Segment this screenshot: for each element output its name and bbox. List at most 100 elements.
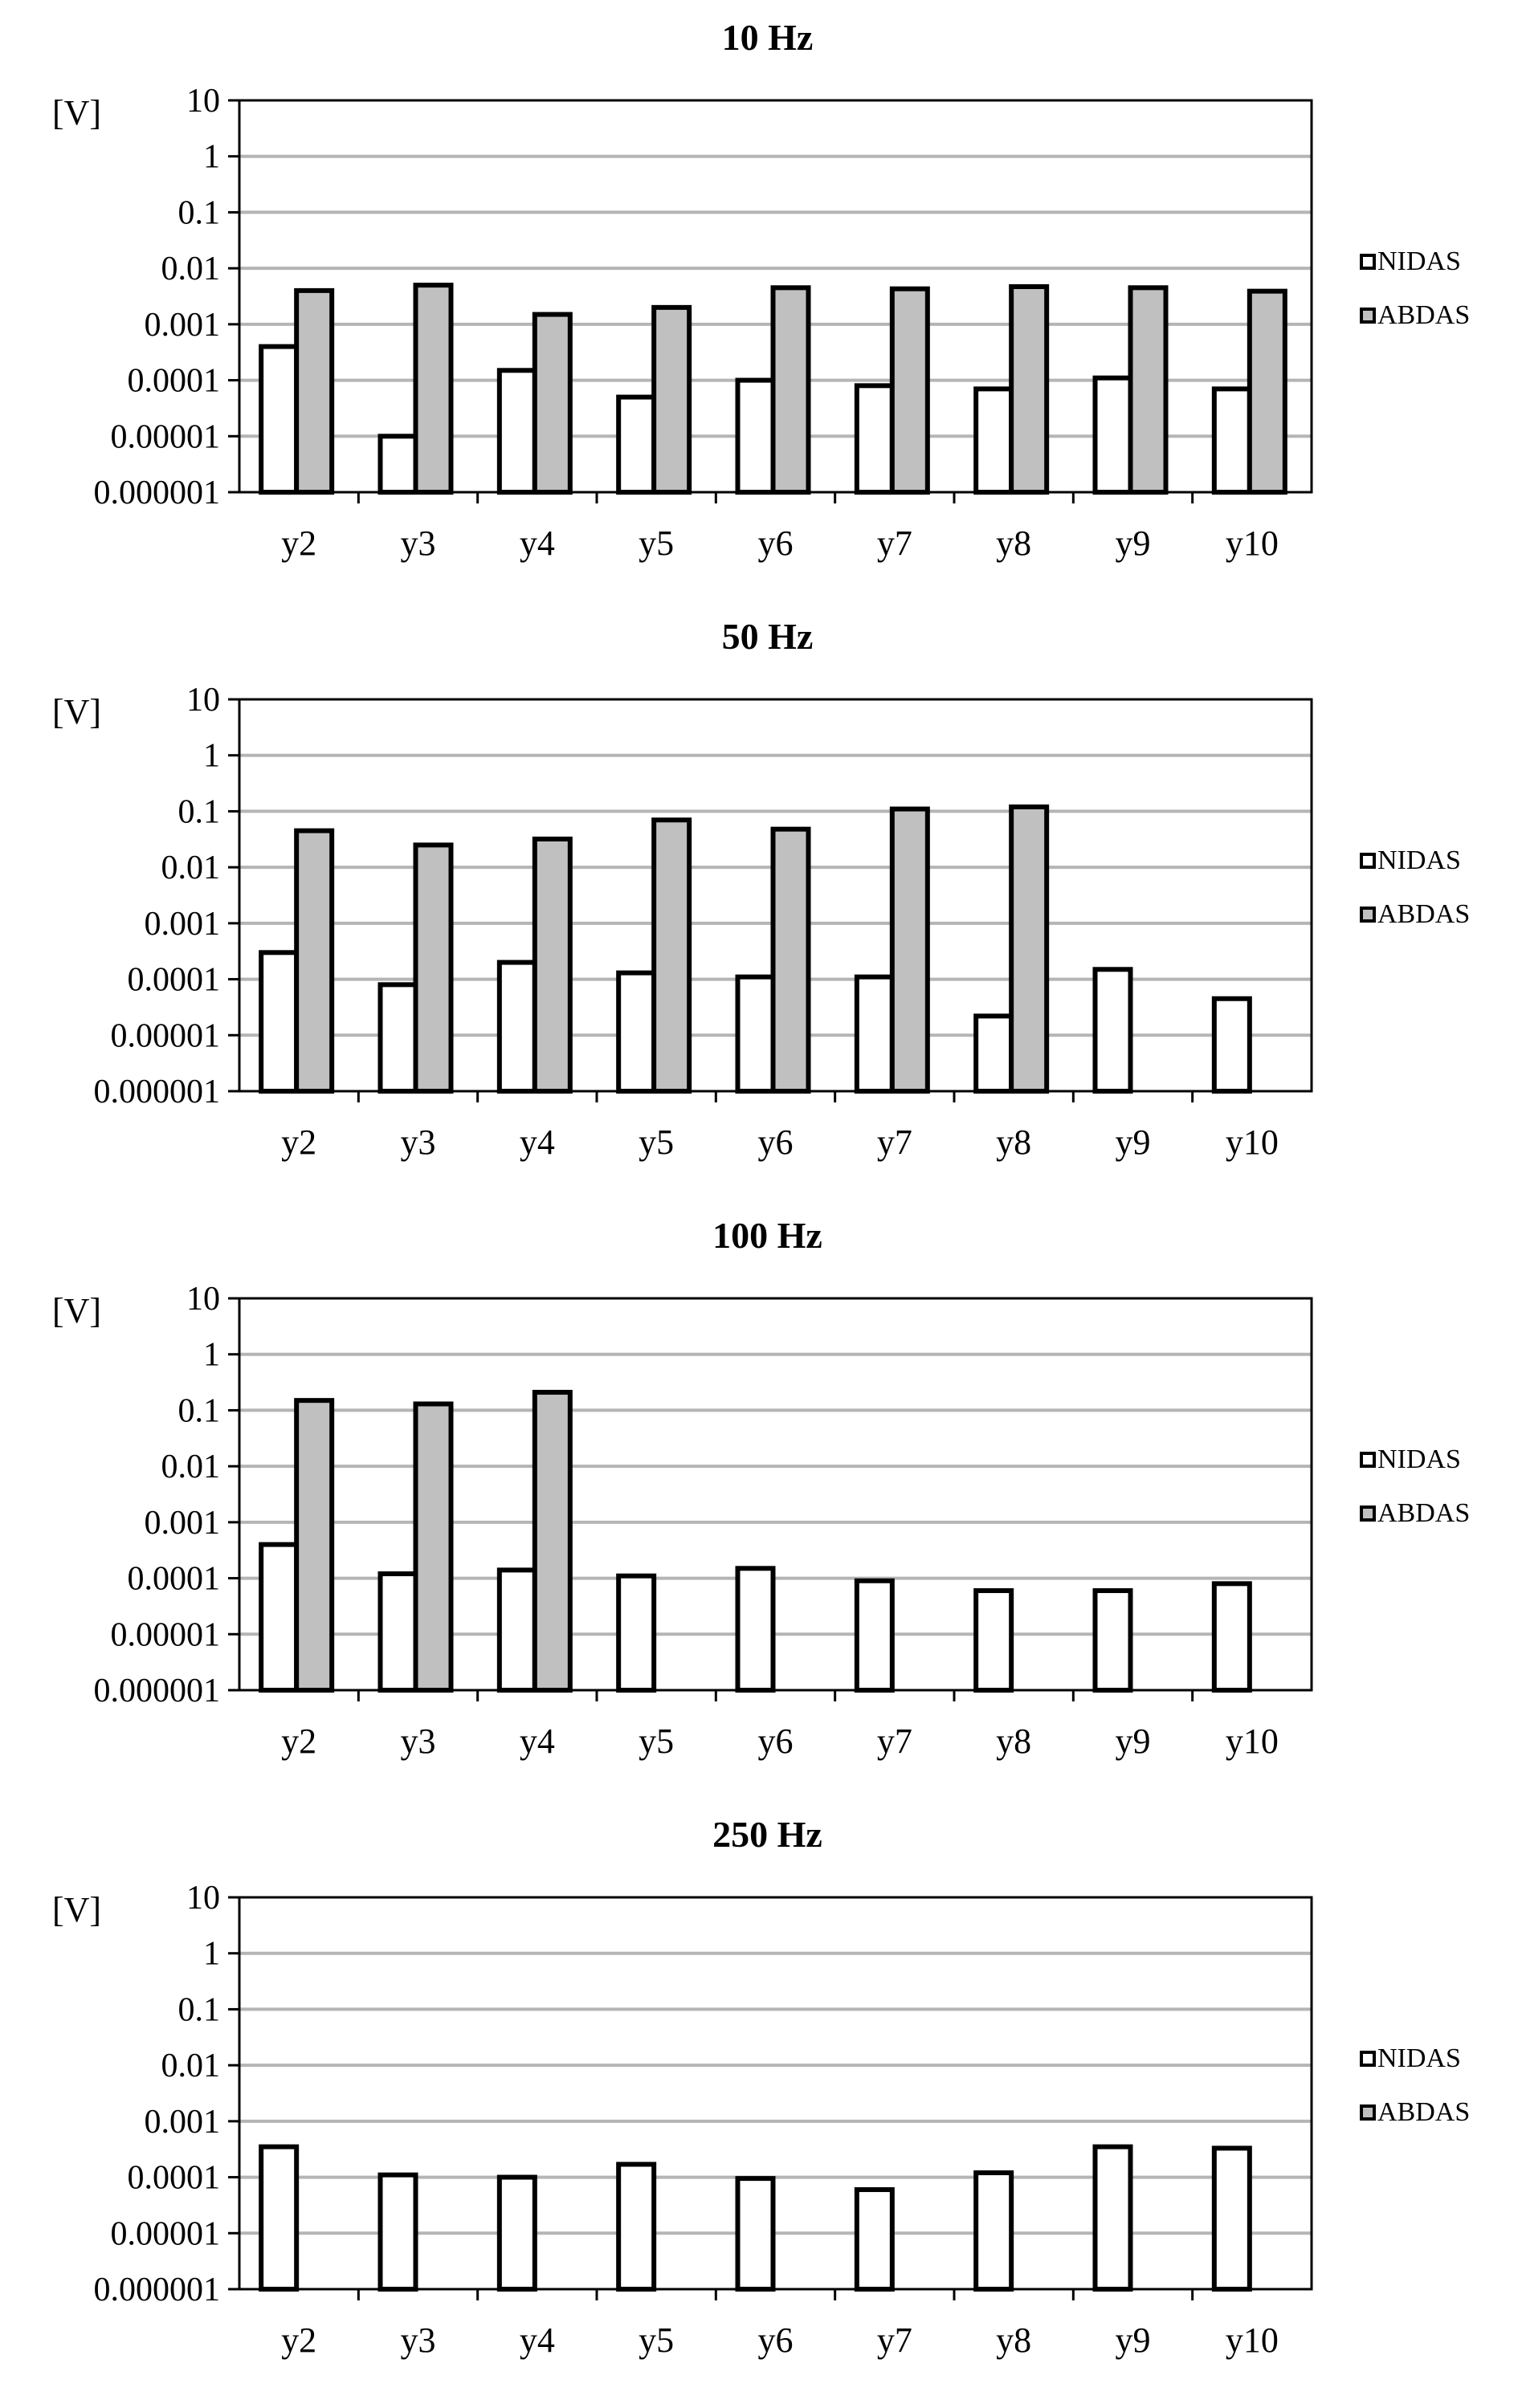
legend-label-abdas: ABDAS bbox=[1377, 300, 1470, 330]
bar-nidas-y7 bbox=[854, 383, 895, 495]
legend-label-nidas: NIDAS bbox=[1377, 2043, 1461, 2073]
bar-nidas-y7 bbox=[854, 974, 895, 1094]
y-tick-label: 0.000001 bbox=[94, 1673, 221, 1709]
x-tick-label: y6 bbox=[758, 524, 794, 563]
bar-abdas-y5 bbox=[651, 817, 692, 1094]
legend-label-nidas: NIDAS bbox=[1377, 845, 1461, 875]
y-tick-label: 0.0001 bbox=[128, 962, 221, 999]
y-tick-label: 0.01 bbox=[161, 251, 221, 287]
bar-nidas-y3 bbox=[377, 434, 418, 495]
bar-abdas-y8 bbox=[1009, 284, 1050, 495]
x-tick-label: y6 bbox=[758, 1123, 794, 1162]
y-tick-label: 0.0001 bbox=[128, 2160, 221, 2197]
x-tick-label: y2 bbox=[281, 2320, 316, 2360]
y-tick-label: 0.01 bbox=[161, 850, 221, 886]
y-axis-label: [V] bbox=[52, 1890, 101, 1929]
bar-nidas-y8 bbox=[973, 1013, 1014, 1094]
bar-nidas-y9 bbox=[1092, 1588, 1133, 1693]
bar-nidas-y2 bbox=[259, 1542, 300, 1693]
y-tick-label: 1 bbox=[203, 139, 220, 176]
x-tick-label: y3 bbox=[401, 2320, 436, 2360]
bar-nidas-y2 bbox=[259, 2144, 300, 2292]
y-tick-label: 10 bbox=[186, 1281, 220, 1318]
chart-title: 100 Hz bbox=[712, 1215, 822, 1256]
y-tick-label: 0.1 bbox=[178, 194, 221, 231]
bar-nidas-y7 bbox=[854, 1578, 895, 1693]
chart-title: 10 Hz bbox=[722, 17, 814, 58]
chart-panel-2: 100 Hz [V] 10 1 0.1 0.01 0.001 0.0001 0.00001 0.0… bbox=[52, 1215, 1470, 1761]
x-tick-label: y5 bbox=[639, 1123, 674, 1162]
bar-nidas-y3 bbox=[377, 1571, 418, 1693]
x-tick-label: y7 bbox=[877, 2320, 912, 2360]
bar-abdas-y6 bbox=[770, 826, 811, 1094]
bar-nidas-y9 bbox=[1092, 967, 1133, 1094]
y-axis-label: [V] bbox=[52, 692, 101, 731]
x-tick-label: y3 bbox=[401, 1123, 436, 1162]
bar-nidas-y7 bbox=[854, 2187, 895, 2292]
bar-nidas-y4 bbox=[496, 2174, 537, 2292]
bar-abdas-y2 bbox=[294, 828, 335, 1094]
legend-swatch-nidas bbox=[1360, 853, 1376, 869]
x-tick-label: y9 bbox=[1116, 2320, 1151, 2360]
y-tick-label: 0.01 bbox=[161, 2047, 221, 2084]
legend-label-abdas: ABDAS bbox=[1377, 899, 1470, 929]
legend-swatch-abdas bbox=[1360, 907, 1376, 923]
x-tick-label: y6 bbox=[758, 1721, 794, 1761]
y-tick-label: 0.00001 bbox=[111, 2215, 221, 2252]
legend-swatch-nidas bbox=[1360, 2051, 1376, 2067]
x-tick-label: y5 bbox=[639, 524, 674, 563]
y-tick-label: 1 bbox=[203, 1936, 220, 1973]
x-tick-label: y7 bbox=[877, 524, 912, 563]
bar-nidas-y5 bbox=[616, 1573, 657, 1693]
y-tick-label: 10 bbox=[186, 83, 220, 120]
y-tick-label: 10 bbox=[186, 682, 220, 719]
x-tick-label: y10 bbox=[1226, 1123, 1279, 1162]
legend-swatch-nidas bbox=[1360, 254, 1376, 270]
y-tick-label: 0.1 bbox=[178, 1392, 221, 1429]
y-tick-label: 0.0001 bbox=[128, 363, 221, 400]
bar-nidas-y4 bbox=[496, 368, 537, 495]
y-tick-label: 0.00001 bbox=[111, 1017, 221, 1054]
bar-nidas-y5 bbox=[616, 970, 657, 1094]
bar-abdas-y2 bbox=[294, 1398, 335, 1693]
bar-abdas-y5 bbox=[651, 304, 692, 495]
bar-nidas-y10 bbox=[1211, 1581, 1252, 1693]
x-tick-label: y8 bbox=[996, 2320, 1031, 2360]
x-tick-label: y3 bbox=[401, 524, 436, 563]
y-tick-label: 0.000001 bbox=[94, 1074, 221, 1110]
bar-nidas-y6 bbox=[735, 377, 776, 495]
x-tick-label: y6 bbox=[758, 2320, 794, 2360]
y-tick-label: 0.001 bbox=[145, 2104, 221, 2141]
x-tick-label: y7 bbox=[877, 1123, 912, 1162]
bar-abdas-y3 bbox=[413, 842, 454, 1094]
y-tick-label: 0.00001 bbox=[111, 418, 221, 455]
y-tick-label: 0.001 bbox=[145, 307, 221, 344]
bar-nidas-y5 bbox=[616, 394, 657, 495]
bar-nidas-y6 bbox=[735, 2176, 776, 2292]
legend-label-nidas: NIDAS bbox=[1377, 1444, 1461, 1474]
legend-swatch-abdas bbox=[1360, 2104, 1376, 2121]
chart-panel-1: 50 Hz [V] 10 1 0.1 0.01 0.001 0.0001 0.00001 0.00… bbox=[52, 616, 1470, 1162]
y-tick-label: 0.0001 bbox=[128, 1561, 221, 1598]
chart-panel-3: 250 Hz [V] 10 1 0.1 0.01 0.001 0.0001 0.00001 0.0… bbox=[52, 1814, 1470, 2360]
bar-abdas-y10 bbox=[1247, 288, 1287, 495]
bar-nidas-y6 bbox=[735, 1566, 776, 1693]
x-tick-label: y8 bbox=[996, 1721, 1031, 1761]
y-tick-label: 0.001 bbox=[145, 906, 221, 943]
legend-swatch-abdas bbox=[1360, 1506, 1376, 1522]
bar-abdas-y7 bbox=[889, 286, 930, 495]
bar-abdas-y6 bbox=[770, 285, 811, 495]
bar-nidas-y2 bbox=[259, 950, 300, 1094]
x-tick-label: y10 bbox=[1226, 1721, 1279, 1761]
y-tick-label: 0.000001 bbox=[94, 2272, 221, 2308]
y-tick-label: 0.001 bbox=[145, 1505, 221, 1542]
bar-nidas-y3 bbox=[377, 2172, 418, 2292]
bar-abdas-y4 bbox=[532, 312, 573, 495]
x-tick-label: y4 bbox=[520, 1123, 555, 1162]
bar-nidas-y4 bbox=[496, 960, 537, 1094]
bar-nidas-y8 bbox=[973, 386, 1014, 495]
y-axis-label: [V] bbox=[52, 93, 101, 132]
x-tick-label: y10 bbox=[1226, 2320, 1279, 2360]
x-tick-label: y9 bbox=[1116, 1123, 1151, 1162]
